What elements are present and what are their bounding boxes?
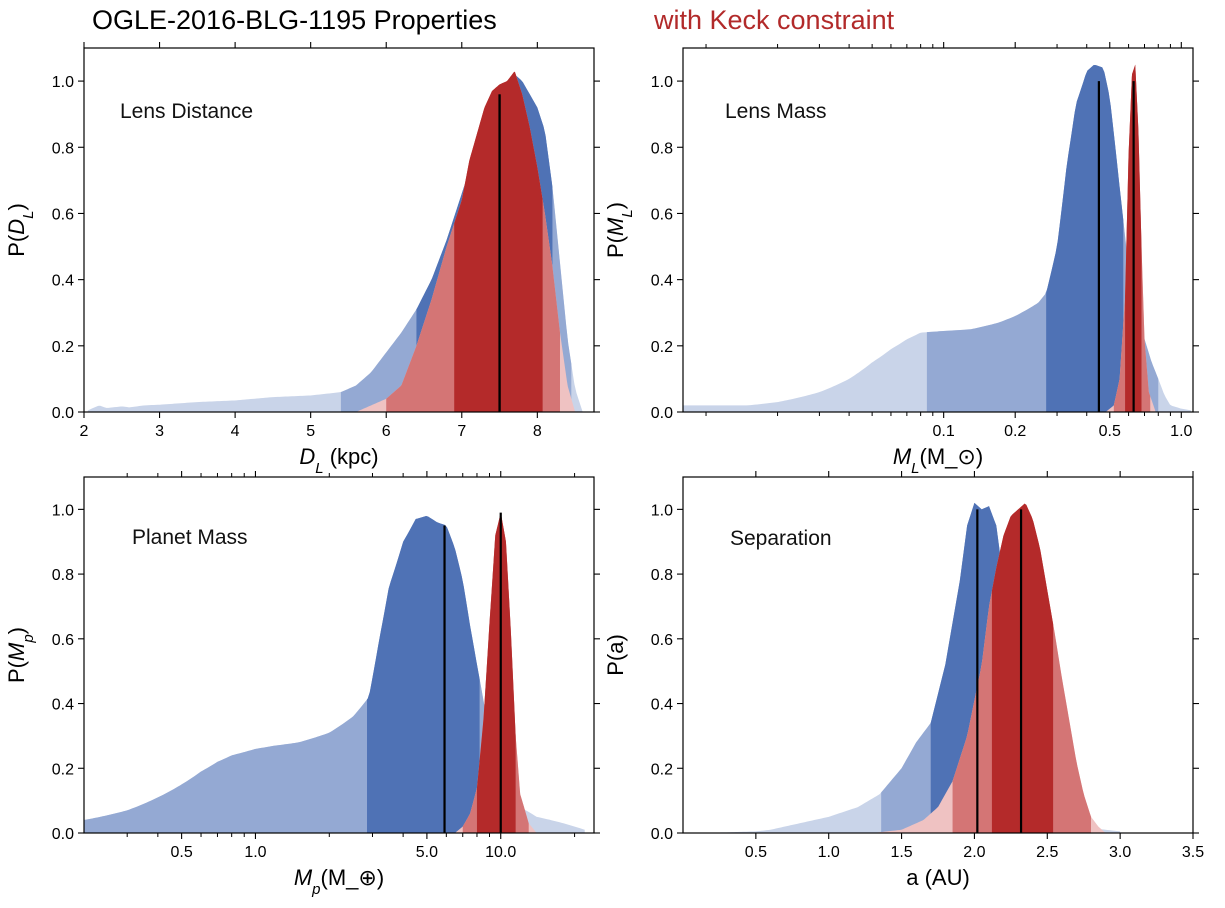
plot-area xyxy=(84,512,585,833)
x-tick-label: 0.5 xyxy=(745,844,767,861)
y-tick-label: 0.6 xyxy=(651,206,673,223)
y-axis-label: P(ML) xyxy=(603,202,636,258)
y-tick-label: 1.0 xyxy=(52,502,74,519)
x-tick-label: 1.5 xyxy=(890,844,912,861)
x-tick-label: 4 xyxy=(231,423,240,440)
x-tick-label: 5.0 xyxy=(416,844,438,861)
y-tick-label: 0.6 xyxy=(52,632,74,649)
y-axis-label: P(a) xyxy=(603,634,628,676)
band-1sigma-blue xyxy=(1046,64,1124,412)
y-tick-label: 0.0 xyxy=(52,405,74,422)
x-tick-label: 3.0 xyxy=(1109,844,1131,861)
band-1sigma-red xyxy=(454,71,543,412)
x-tick-label: 0.5 xyxy=(1099,423,1121,440)
x-tick-label: 10.0 xyxy=(485,844,516,861)
plot-frame xyxy=(83,47,595,413)
y-tick-label: 0.4 xyxy=(651,697,673,714)
panel-label: Lens Mass xyxy=(725,100,827,123)
plot-area xyxy=(683,64,1192,412)
panel-label: Planet Mass xyxy=(132,526,248,549)
y-tick-label: 0.2 xyxy=(651,761,673,778)
x-tick-label: 1.0 xyxy=(1170,423,1192,440)
panel-label: Lens Distance xyxy=(120,100,253,123)
x-tick-label: 6 xyxy=(382,423,391,440)
chart-panel-lens-mass: 0.0 0.2 0.4 0.6 0.8 1.0 0.1 0.2 0.5 1.0 Lens Mass M… xyxy=(603,42,1199,477)
y-tick-label: 1.0 xyxy=(651,502,673,519)
x-tick-label: 2 xyxy=(80,423,89,440)
y-tick-label: 0.0 xyxy=(651,405,673,422)
y-tick-label: 0.4 xyxy=(52,697,74,714)
series-blue xyxy=(84,516,585,833)
y-axis-label: P(Mp) xyxy=(4,627,37,683)
y-tick-label: 0.2 xyxy=(651,339,673,356)
x-axis-label: Mp(M_⊕) xyxy=(294,865,384,898)
chart-panel-separation: 0.0 0.2 0.4 0.6 0.8 1.0 0.5 1.0 1.5 2.0 2.5 3.0 3.5 S… xyxy=(603,471,1204,890)
y-axis-label: P(DL) xyxy=(4,203,37,257)
x-axis-label: a (AU) xyxy=(906,865,970,890)
series-blue xyxy=(683,64,1192,412)
x-tick-label: 1.0 xyxy=(818,844,840,861)
y-tick-label: 0.0 xyxy=(651,826,673,843)
y-tick-label: 0.8 xyxy=(651,140,673,157)
plot-area xyxy=(87,71,583,412)
plot-frame xyxy=(682,47,1194,413)
y-tick-label: 0.8 xyxy=(52,567,74,584)
chart-panels: 0.0 0.2 0.4 0.6 0.8 1.0 2 3 4 5 6 7 8 Lens Distance DL… xyxy=(4,42,1204,898)
chart-panel-planet-mass: 0.0 0.2 0.4 0.6 0.8 1.0 0.5 1.0 5.0 10.0 Planet Ma… xyxy=(4,471,600,898)
y-tick-label: 0.6 xyxy=(651,632,673,649)
band-1sigma-red xyxy=(476,513,516,833)
x-tick-label: 0.5 xyxy=(170,844,192,861)
x-tick-label: 1.0 xyxy=(244,844,266,861)
figure-title-highlight: with Keck constraint xyxy=(653,5,895,35)
y-tick-label: 0.6 xyxy=(52,206,74,223)
panel-label: Separation xyxy=(730,527,832,550)
x-tick-label: 0.2 xyxy=(1004,423,1026,440)
x-axis-label: ML(M_⊙) xyxy=(893,444,983,477)
x-tick-label: 2.5 xyxy=(1036,844,1058,861)
plot-frame xyxy=(83,476,595,834)
y-tick-label: 1.0 xyxy=(651,74,673,91)
x-tick-label: 3.5 xyxy=(1182,844,1204,861)
figure-title: OGLE-2016-BLG-1195 Properties xyxy=(92,5,497,35)
y-tick-label: 0.4 xyxy=(52,273,74,290)
x-tick-label: 2.0 xyxy=(963,844,985,861)
band-1sigma-red xyxy=(991,503,1054,833)
band-1sigma-blue xyxy=(367,516,480,833)
y-tick-label: 0.2 xyxy=(52,761,74,778)
y-tick-label: 0.8 xyxy=(651,567,673,584)
y-tick-label: 0.2 xyxy=(52,339,74,356)
x-tick-label: 8 xyxy=(533,423,542,440)
x-tick-label: 3 xyxy=(155,423,164,440)
y-tick-label: 0.0 xyxy=(52,826,74,843)
y-tick-label: 1.0 xyxy=(52,74,74,91)
x-tick-label: 7 xyxy=(457,423,466,440)
x-tick-label: 0.1 xyxy=(933,423,955,440)
x-tick-label: 5 xyxy=(306,423,315,440)
y-tick-label: 0.8 xyxy=(52,140,74,157)
x-axis-label: DL (kpc) xyxy=(299,444,378,477)
plot-frame xyxy=(682,476,1194,834)
chart-panel-lens-distance: 0.0 0.2 0.4 0.6 0.8 1.0 2 3 4 5 6 7 8 Lens Distance DL… xyxy=(4,42,600,477)
series-red xyxy=(454,513,537,833)
plot-area xyxy=(683,502,1121,833)
series-red xyxy=(356,71,576,412)
y-tick-label: 0.4 xyxy=(651,273,673,290)
